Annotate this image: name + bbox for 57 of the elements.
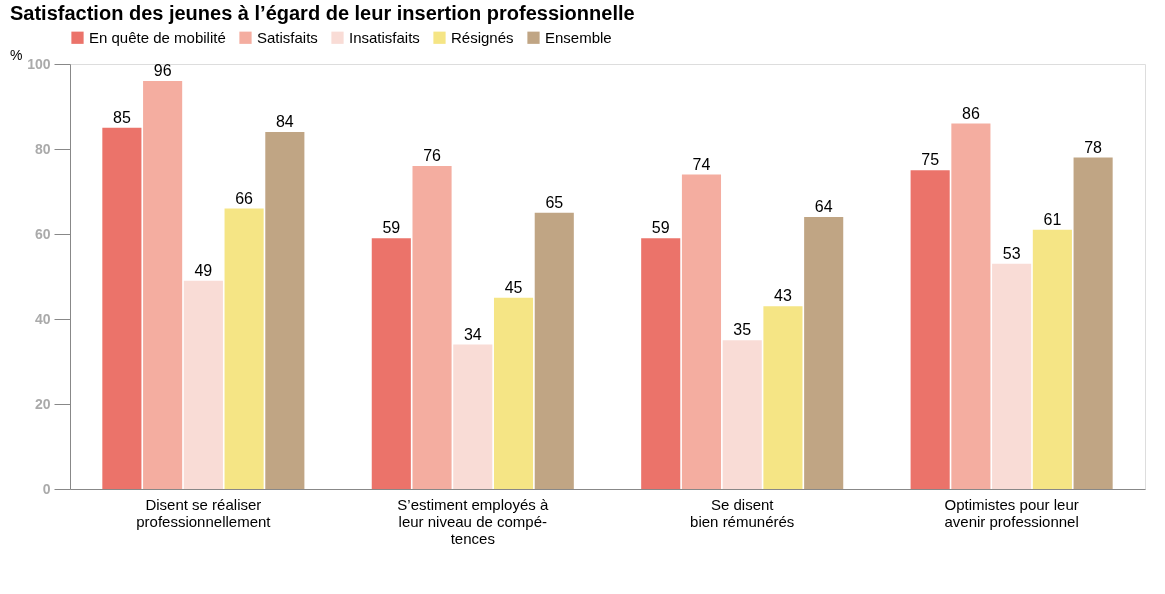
- bar: [992, 263, 1032, 489]
- bar: [763, 306, 803, 489]
- x-tick-label: Se disent bien rémunérés: [690, 495, 795, 530]
- bar: [493, 297, 534, 489]
- y-tick-label: 20: [34, 395, 51, 412]
- y-tick-label: 40: [34, 310, 51, 327]
- y-tick-label: 0: [42, 480, 51, 497]
- data-label: 76: [423, 147, 442, 164]
- data-label: 61: [1043, 210, 1062, 228]
- y-tick-label: 100: [27, 55, 51, 72]
- bar: [804, 217, 844, 489]
- data-label: 75: [921, 151, 940, 169]
- data-label: 59: [382, 219, 401, 237]
- x-tick-label: Disent se réaliser professionnellement: [136, 495, 272, 530]
- legend-label: Ensemble: [545, 28, 612, 46]
- bar: [102, 127, 142, 489]
- data-label: 34: [463, 325, 482, 343]
- bar: [265, 132, 305, 489]
- data-label: 96: [153, 62, 172, 79]
- data-label: 53: [1002, 244, 1021, 262]
- bar: [951, 123, 991, 489]
- x-tick-label: S’estiment employés à leur niveau de compé- tences: [397, 495, 549, 547]
- data-label: 86: [962, 104, 980, 122]
- data-label: 65: [545, 193, 564, 211]
- legend-label: Résignés: [451, 28, 514, 46]
- bar: [143, 81, 183, 489]
- data-label: 43: [774, 287, 792, 305]
- data-label: 74: [692, 155, 711, 173]
- y-axis-title: %: [10, 47, 23, 63]
- bar: [224, 208, 264, 489]
- data-label: 78: [1084, 138, 1103, 156]
- data-label: 59: [651, 219, 670, 237]
- data-label: 35: [733, 321, 752, 339]
- x-tick-label: Optimistes pour leur avenir professionnel: [944, 495, 1079, 530]
- bar: [534, 212, 574, 489]
- bar: [910, 170, 950, 489]
- bar: [412, 166, 452, 489]
- y-tick-label: 80: [34, 140, 51, 157]
- y-tick-label: 60: [34, 225, 51, 242]
- legend-label: Satisfaits: [257, 28, 318, 46]
- bar: [371, 238, 411, 489]
- data-label: 66: [235, 189, 254, 207]
- data-label: 64: [814, 198, 833, 215]
- bar: [641, 238, 681, 489]
- data-label: 49: [194, 261, 213, 279]
- data-label: 45: [504, 278, 523, 296]
- bar: [183, 280, 223, 489]
- legend-label: Insatisfaits: [349, 28, 420, 46]
- data-label: 85: [112, 108, 131, 126]
- chart-title: Satisfaction des jeunes à l’égard de leur insertion professionnelle: [10, 2, 635, 24]
- legend-label: En quête de mobilité: [89, 28, 226, 46]
- bar: [453, 344, 493, 489]
- bar: [1073, 157, 1113, 489]
- bar: [681, 174, 722, 489]
- bar: [1032, 229, 1072, 489]
- data-label: 84: [275, 113, 294, 130]
- bar: [722, 340, 762, 489]
